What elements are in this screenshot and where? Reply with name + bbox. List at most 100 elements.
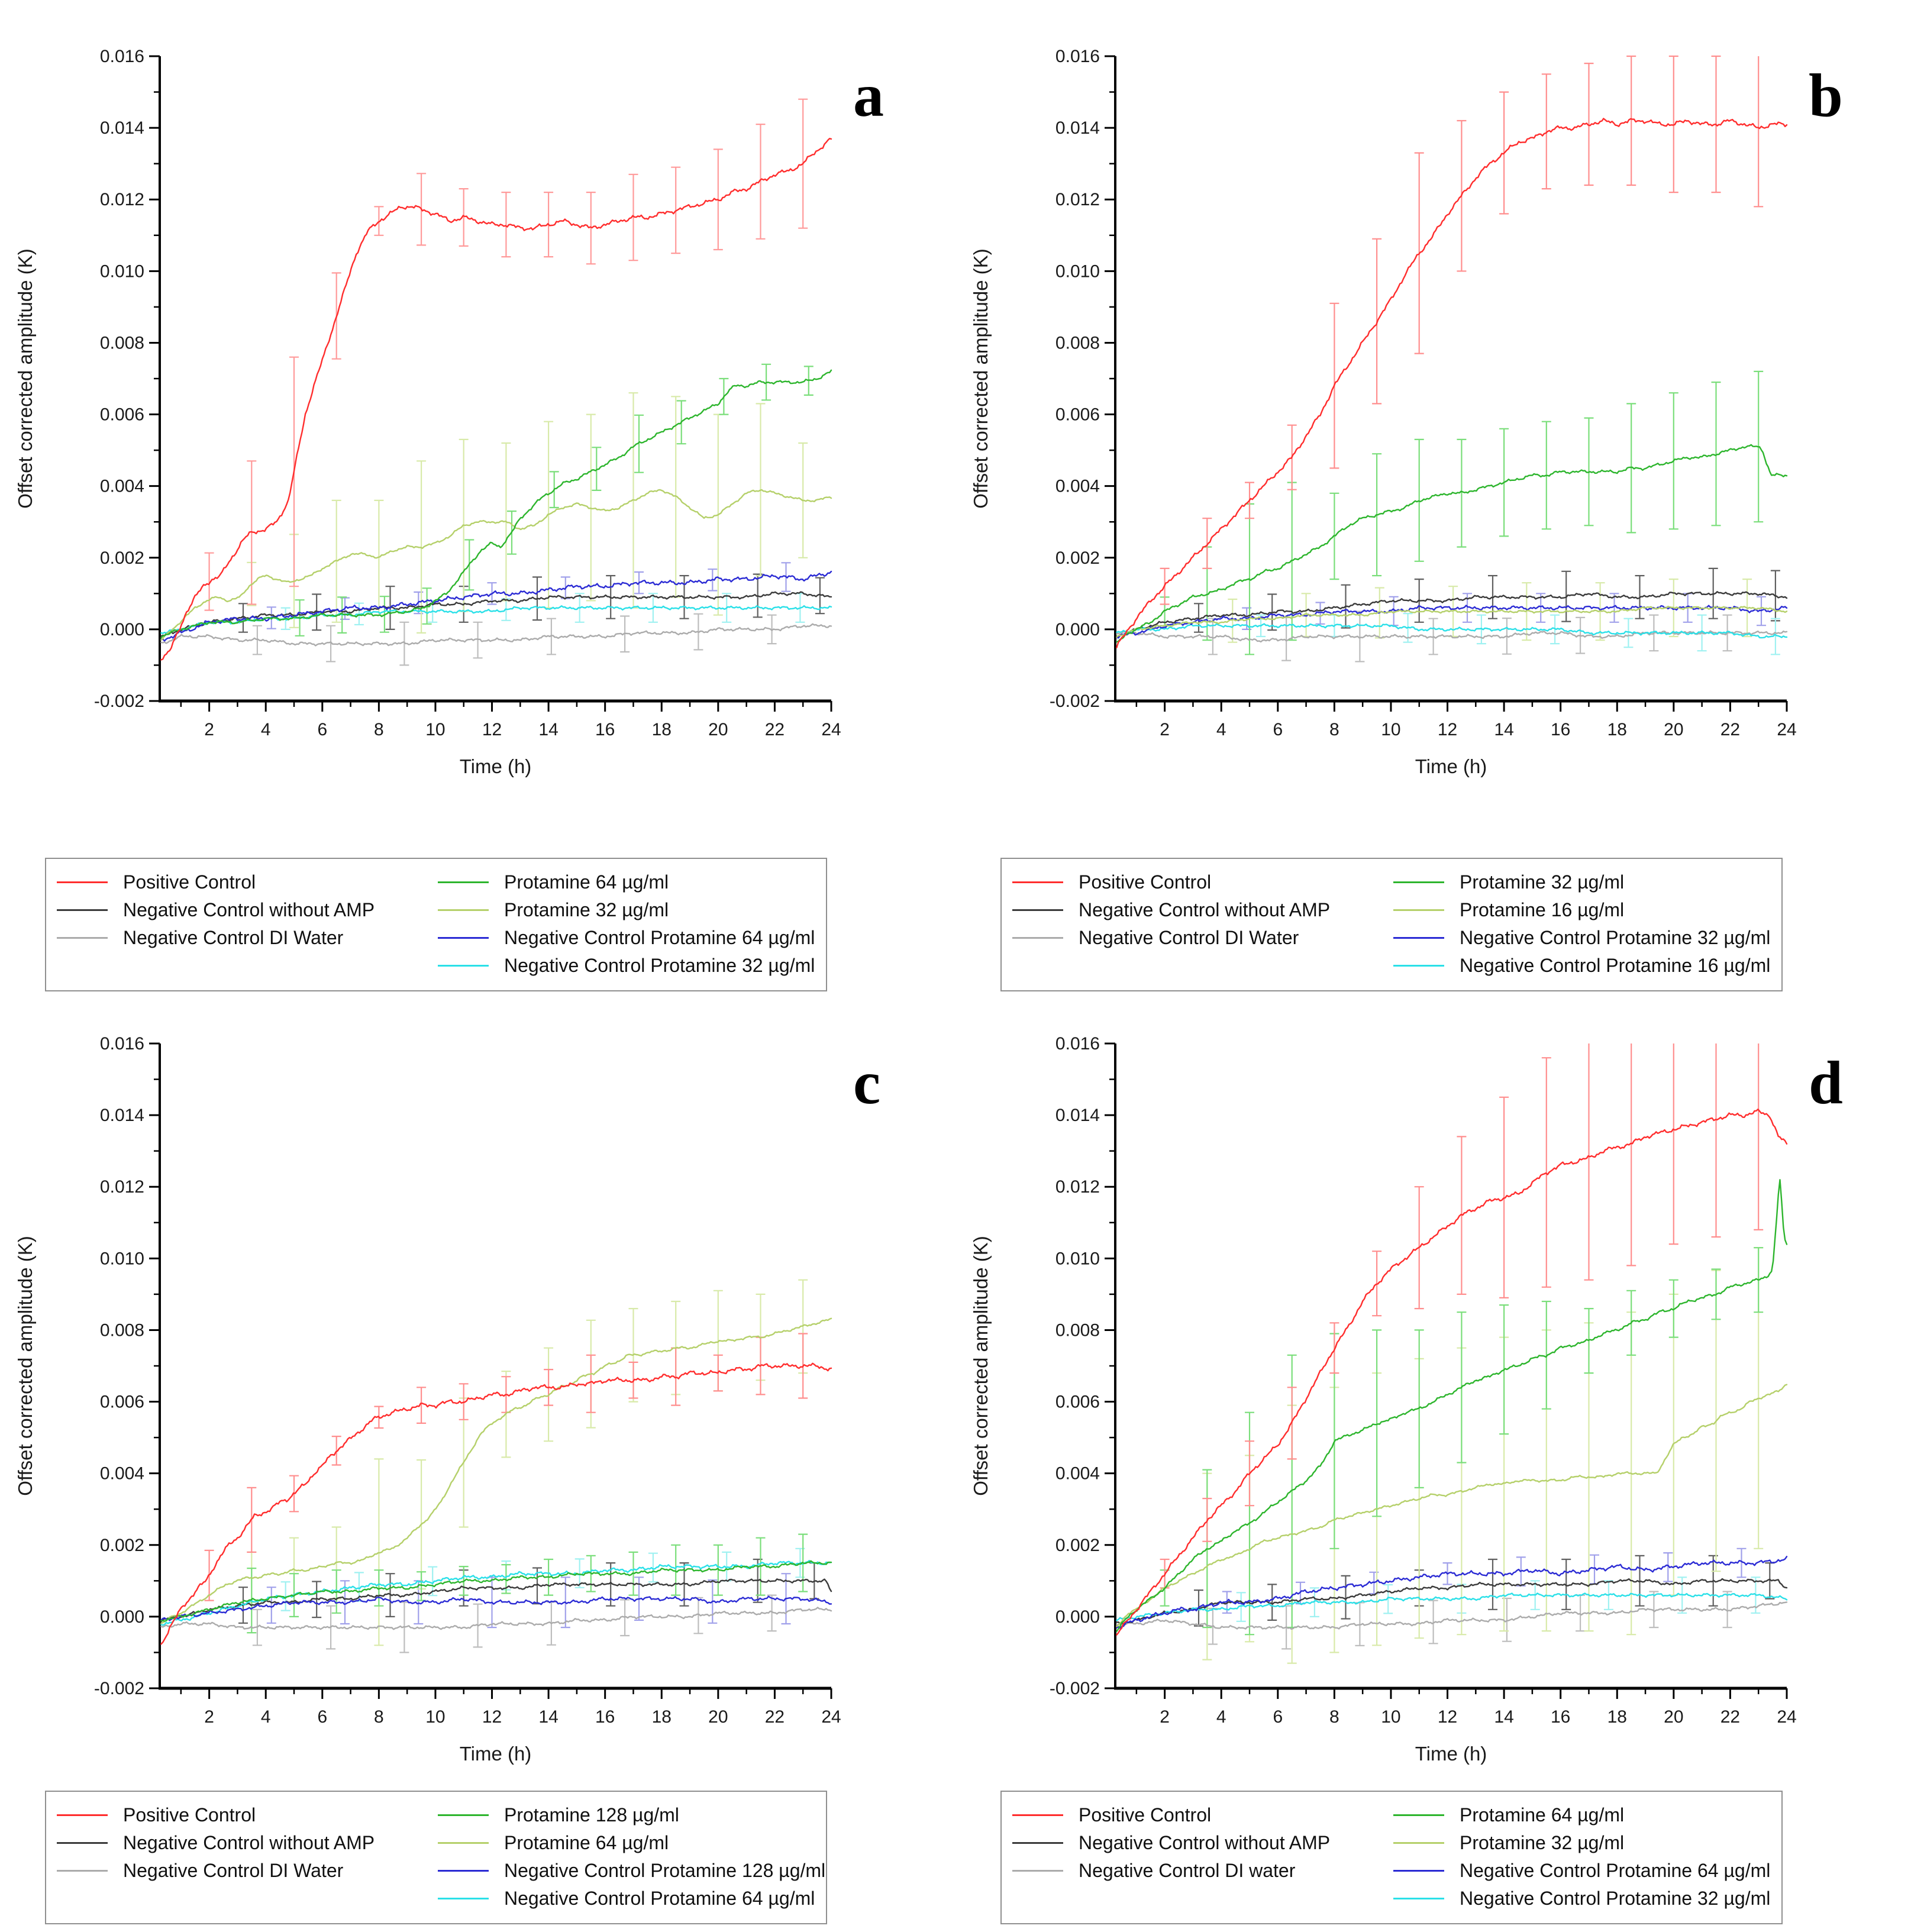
x-tick-label: 18 xyxy=(652,720,672,739)
error-bar xyxy=(1457,438,1467,548)
legend-item: Protamine 128 µg/ml xyxy=(438,1801,825,1829)
x-tick-label: 16 xyxy=(595,720,615,739)
legend-color-line xyxy=(57,1842,108,1844)
x-tick-label: 8 xyxy=(1329,1707,1339,1727)
legend-item-label: Negative Control Protamine 32 µg/ml xyxy=(504,955,815,976)
legend-item: Protamine 64 µg/ml xyxy=(1393,1801,1770,1829)
y-tick-label: 0.014 xyxy=(1055,1106,1100,1125)
legend-color-line xyxy=(57,881,108,883)
x-tick-label: 24 xyxy=(821,720,841,739)
legend-item-label: Negative Control Protamine 32 µg/ml xyxy=(1460,927,1771,948)
legend-column-controls: Positive Control Negative Control without… xyxy=(57,868,438,980)
x-axis-label: Time (h) xyxy=(1415,755,1487,777)
legend-color-line xyxy=(1393,937,1444,939)
series-line-d-3 xyxy=(1116,1179,1788,1633)
panel-b: 2 4 6 8 10 12 14 16 18 20 22 24 -0.002 0.000 0.002 0.00… xyxy=(956,0,1911,991)
error-bars-a-0 xyxy=(204,98,808,611)
legend-item-label: Protamine 64 µg/ml xyxy=(504,1832,669,1853)
y-axis-label: Offset corrected amplitude (K) xyxy=(14,1236,36,1496)
error-bar xyxy=(586,1354,596,1413)
x-tick-label: 22 xyxy=(1720,720,1740,739)
legend-color-line xyxy=(57,1870,108,1872)
x-tick-label: 10 xyxy=(425,1707,445,1727)
error-bar xyxy=(385,1573,395,1617)
legend-color-line xyxy=(1012,1814,1063,1816)
error-bars-c-2 xyxy=(252,1594,777,1653)
error-bar xyxy=(1668,1279,1678,1338)
legend-item-label: Positive Control xyxy=(1079,871,1212,893)
series-line-c-0 xyxy=(160,1362,832,1645)
legend-item: Negative Control without AMP xyxy=(57,896,438,924)
legend-item: Negative Control Protamine 64 µg/ml xyxy=(438,1885,825,1912)
error-bar xyxy=(331,1436,341,1466)
legend-item-label: Protamine 64 µg/ml xyxy=(504,871,669,893)
panel-letter-c: c xyxy=(853,1049,880,1117)
error-bar xyxy=(1228,598,1238,643)
error-bar xyxy=(238,603,248,633)
error-bar xyxy=(1414,438,1424,562)
error-bar xyxy=(1536,593,1546,623)
legend-item-label: Protamine 32 µg/ml xyxy=(1460,871,1625,893)
legend-color-line xyxy=(1012,881,1063,883)
y-axis-label: Offset corrected amplitude (K) xyxy=(970,1236,992,1496)
error-bar xyxy=(1383,1584,1393,1614)
x-tick-label: 12 xyxy=(1438,720,1457,739)
legend-item-label: Negative Control without AMP xyxy=(123,899,375,920)
x-tick-label: 4 xyxy=(1216,720,1226,739)
x-tick-label: 4 xyxy=(261,720,271,739)
legend-item: Positive Control xyxy=(57,868,438,896)
series-line-a-1 xyxy=(160,591,832,637)
x-ticks: 2 4 6 8 10 12 14 16 18 20 22 24 xyxy=(180,701,841,739)
legend-item: Protamine 64 µg/ml xyxy=(438,868,815,896)
x-tick-label: 10 xyxy=(1381,720,1400,739)
series-line-b-4 xyxy=(1116,605,1788,638)
legend-item: Negative Control Protamine 16 µg/ml xyxy=(1393,952,1770,980)
error-bar xyxy=(628,173,638,261)
error-bar xyxy=(574,1558,585,1588)
error-bars-a-2 xyxy=(252,613,777,666)
error-bar xyxy=(1649,1591,1659,1629)
legend-item-label: Protamine 32 µg/ml xyxy=(504,899,669,920)
x-tick-label: 6 xyxy=(1273,1707,1283,1727)
x-tick-label: 16 xyxy=(1551,720,1570,739)
legend-item: Negative Control DI Water xyxy=(57,1857,438,1885)
x-tick-label: 12 xyxy=(482,1707,502,1727)
legend-item-label: Negative Control Protamine 32 µg/ml xyxy=(1460,1888,1771,1909)
series-line-c-2 xyxy=(160,1607,832,1630)
x-tick-label: 18 xyxy=(1607,1707,1627,1727)
error-bar xyxy=(546,618,556,655)
chart-panel-c: 2 4 6 8 10 12 14 16 18 20 22 24-0.0020.0000.0020.00… xyxy=(14,1034,880,1765)
error-bar xyxy=(374,206,384,236)
error-bar xyxy=(1488,1558,1497,1610)
series-line-b-0 xyxy=(1116,118,1788,648)
series-line-a-2 xyxy=(160,623,832,647)
error-bars-b-5 xyxy=(1242,593,1766,630)
legend-item: Negative Control Protamine 32 µg/ml xyxy=(438,952,815,980)
series-line-d-5 xyxy=(1116,1556,1788,1629)
y-tick-label: 0.014 xyxy=(100,118,144,138)
error-bar xyxy=(1711,382,1721,526)
x-tick-label: 24 xyxy=(1777,720,1796,739)
legend-color-line xyxy=(1012,909,1063,911)
y-axis-label: Offset corrected amplitude (K) xyxy=(14,248,36,509)
error-bar xyxy=(1457,1136,1467,1295)
error-bar xyxy=(1315,602,1325,625)
legend-item: Protamine 64 µg/ml xyxy=(438,1829,825,1857)
x-tick-label: 2 xyxy=(204,720,214,739)
error-bar xyxy=(399,621,409,666)
error-bar xyxy=(648,1552,658,1583)
x-tick-label: 20 xyxy=(708,720,728,739)
y-tick-label: -0.002 xyxy=(1050,692,1100,711)
panel-d: 2 4 6 8 10 12 14 16 18 20 22 24 -0.002 0.000 0.002 0.00… xyxy=(956,966,1911,1932)
legend-color-line xyxy=(1012,937,1063,939)
y-tick-label: 0.002 xyxy=(1055,1536,1100,1555)
legend-panel-d: Positive Control Negative Control without… xyxy=(1000,1791,1783,1924)
error-bar xyxy=(1329,1322,1339,1374)
y-tick-label: 0.006 xyxy=(100,405,144,425)
x-tick-label: 22 xyxy=(765,1707,785,1727)
y-tick-label: 0.008 xyxy=(1055,1320,1100,1340)
error-bar xyxy=(586,413,596,602)
y-ticks: -0.002 0.000 0.002 0.004 0.006 0.008 0.010 0.01… xyxy=(1050,47,1115,711)
y-tick-label: -0.002 xyxy=(94,1679,144,1698)
legend-color-line xyxy=(1393,1898,1444,1899)
